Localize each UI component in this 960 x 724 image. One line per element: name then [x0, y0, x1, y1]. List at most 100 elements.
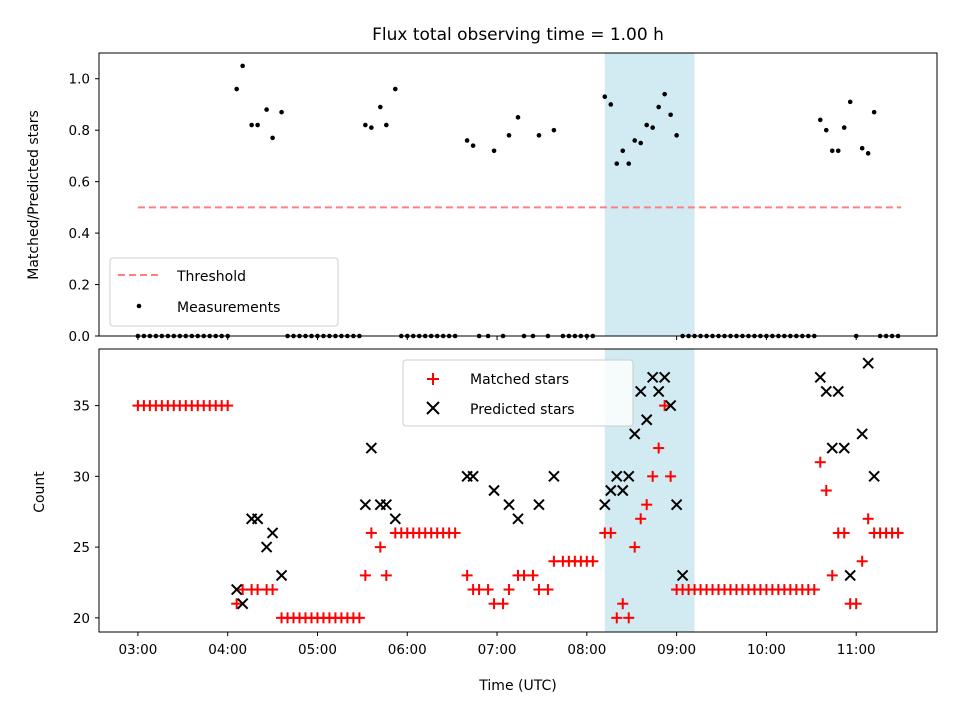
predicted-point — [635, 385, 647, 398]
top-y-ticks: 0.0 0.2 0.4 0.6 0.8 1.0 — [69, 72, 99, 345]
predicted-point — [814, 371, 826, 384]
matched-point — [647, 470, 659, 482]
top-y-tick-label: 0.4 — [69, 226, 90, 242]
predicted-point — [664, 399, 677, 412]
measurement-point — [835, 148, 841, 154]
matched-point — [503, 584, 515, 596]
matched-point — [820, 485, 832, 496]
predicted-point — [838, 442, 850, 454]
predicted-point — [365, 442, 378, 454]
matched-point — [826, 569, 838, 581]
bottom-y-tick-label: 35 — [73, 399, 90, 415]
bottom-y-tick-label: 20 — [73, 611, 90, 627]
measurement-point — [234, 86, 239, 92]
matched-point — [814, 456, 826, 468]
measurement-point — [384, 122, 389, 128]
predicted-point — [820, 385, 832, 398]
predicted-point — [266, 527, 279, 539]
top-y-tick-label: 0.8 — [69, 123, 90, 139]
predicted-point — [617, 484, 629, 497]
measurement-point — [491, 148, 497, 154]
measurement-point — [392, 86, 398, 92]
measurement-point — [515, 115, 521, 120]
measurement-point — [240, 63, 245, 69]
matched-point — [850, 598, 862, 610]
bottom-y-ticks: 20 25 30 35 — [73, 399, 99, 627]
predicted-point — [275, 569, 288, 582]
predicted-point — [260, 541, 273, 553]
matched-point — [380, 569, 392, 581]
measurement-point — [662, 91, 667, 97]
predicted-point — [236, 597, 249, 610]
top-legend-box — [109, 257, 339, 327]
predicted-point — [623, 470, 635, 483]
measurement-point — [829, 148, 835, 154]
matched-point — [374, 541, 386, 553]
matched-point — [449, 527, 461, 539]
measurement-point — [614, 161, 620, 166]
measurement-point — [551, 127, 557, 133]
matched-point — [527, 569, 539, 581]
bottom-y-tick-label: 25 — [73, 540, 90, 556]
matched-point — [222, 400, 234, 412]
bottom-y-label: Count — [32, 471, 48, 513]
matched-point — [838, 527, 850, 539]
measurement-point — [608, 102, 614, 107]
measurement-point — [279, 109, 284, 115]
x-tick-label: 11:00 — [837, 642, 876, 658]
measurement-point — [638, 140, 644, 146]
predicted-point — [611, 470, 623, 483]
measurement-point — [464, 138, 470, 143]
predicted-point — [826, 442, 838, 454]
matched-point — [808, 584, 820, 596]
top-axes-frame — [98, 52, 938, 337]
x-tick-label: 04:00 — [208, 642, 247, 658]
x-tick-label: 06:00 — [388, 642, 427, 658]
predicted-point — [652, 385, 665, 398]
legend-measurements-swatch — [136, 303, 142, 309]
measurement-point — [841, 125, 847, 130]
measurement-point — [626, 161, 632, 166]
measurement-point — [255, 122, 260, 128]
matched-point — [365, 527, 377, 539]
measurement-point — [632, 138, 638, 143]
measurement-point — [602, 94, 608, 100]
bottom-legend: Matched stars Predicted stars — [402, 359, 634, 427]
measurement-point — [847, 99, 853, 105]
x-tick-label: 10:00 — [747, 642, 786, 658]
top-y-tick-label: 0.0 — [69, 329, 90, 345]
measurement-point — [644, 122, 649, 128]
legend-threshold-label: Threshold — [176, 269, 246, 285]
predicted-point — [868, 470, 880, 483]
legend-matched-swatch — [427, 373, 439, 385]
matched-point — [605, 527, 617, 539]
predicted-point — [467, 470, 479, 483]
matched-point — [892, 527, 904, 539]
top-marks — [135, 63, 902, 339]
measurement-point — [470, 143, 476, 148]
bottom-axes-frame — [98, 348, 938, 633]
matched-point — [623, 612, 635, 624]
measurement-point — [506, 133, 512, 138]
x-tick-label: 05:00 — [298, 642, 337, 658]
predicted-point — [856, 428, 868, 440]
measurement-point — [378, 104, 383, 110]
measurement-point — [363, 122, 368, 128]
matched-point — [856, 555, 868, 567]
legend-matched-label: Matched stars — [470, 372, 569, 388]
matched-point — [231, 598, 243, 610]
matched-point — [353, 612, 365, 624]
predicted-point — [646, 371, 659, 384]
predicted-point — [832, 385, 844, 398]
legend-predicted-label: Predicted stars — [470, 402, 575, 418]
predicted-point — [533, 498, 545, 511]
measurement-point — [674, 133, 679, 138]
predicted-point — [359, 498, 372, 511]
predicted-point — [251, 513, 264, 525]
top-y-tick-label: 1.0 — [69, 72, 90, 88]
predicted-point — [670, 498, 683, 511]
predicted-point — [844, 569, 856, 582]
bottom-x-ticks: 03:00 04:00 05:00 06:00 07:00 08:00 09:00 10:00… — [118, 632, 876, 658]
